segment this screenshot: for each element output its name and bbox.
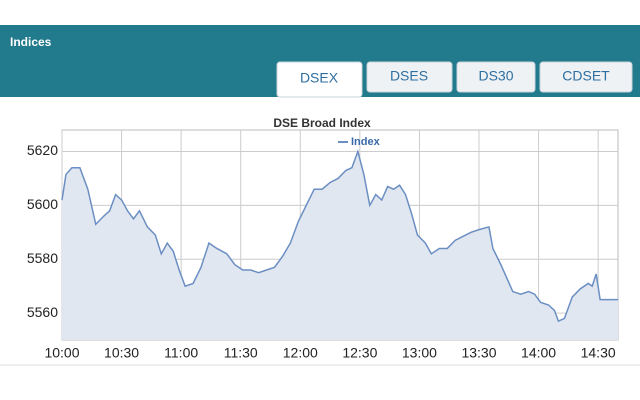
y-tick-label: 5620 — [27, 142, 58, 158]
x-tick-label: 13:30 — [461, 345, 496, 361]
x-tick-label: 14:00 — [521, 345, 556, 361]
x-tick-label: 13:00 — [402, 345, 437, 361]
tab-box[interactable] — [366, 61, 453, 93]
x-tick-label: 10:00 — [44, 345, 79, 361]
tab-label[interactable]: DSES — [390, 68, 428, 84]
area — [62, 151, 618, 340]
x-tick-label: 10:30 — [104, 345, 139, 361]
tab-box[interactable] — [456, 61, 536, 93]
tab[interactable]: CDSET — [539, 61, 633, 93]
x-tick-label: 14:30 — [581, 345, 616, 361]
y-tick-label: 5600 — [27, 196, 58, 212]
x-tick-label: 11:00 — [164, 345, 198, 361]
chart: 5560 5580 5600 5620 10:00 10:30 11:00 11:30 12:0… — [27, 129, 619, 361]
header-title: Indices — [10, 35, 52, 49]
line — [61, 149, 618, 323]
tab[interactable]: DSEX — [276, 61, 363, 98]
y-tick-label: 5560 — [27, 304, 58, 320]
tab[interactable]: DS30 — [456, 61, 536, 93]
tab-label[interactable]: DS30 — [478, 68, 513, 84]
tab-label[interactable]: CDSET — [562, 68, 610, 84]
tab[interactable]: DSES — [366, 61, 453, 93]
x-tick-label: 12:30 — [342, 345, 377, 361]
x-tick-label: 12:00 — [283, 345, 318, 361]
legend-label: Index — [351, 136, 381, 148]
tab-box[interactable] — [539, 61, 633, 93]
x-tick-label: 11:30 — [224, 345, 258, 361]
chart-title: DSE Broad Index — [273, 116, 371, 130]
tab-box[interactable] — [276, 61, 363, 98]
tab-label[interactable]: DSEX — [300, 70, 339, 86]
y-tick-label: 5580 — [27, 250, 58, 266]
